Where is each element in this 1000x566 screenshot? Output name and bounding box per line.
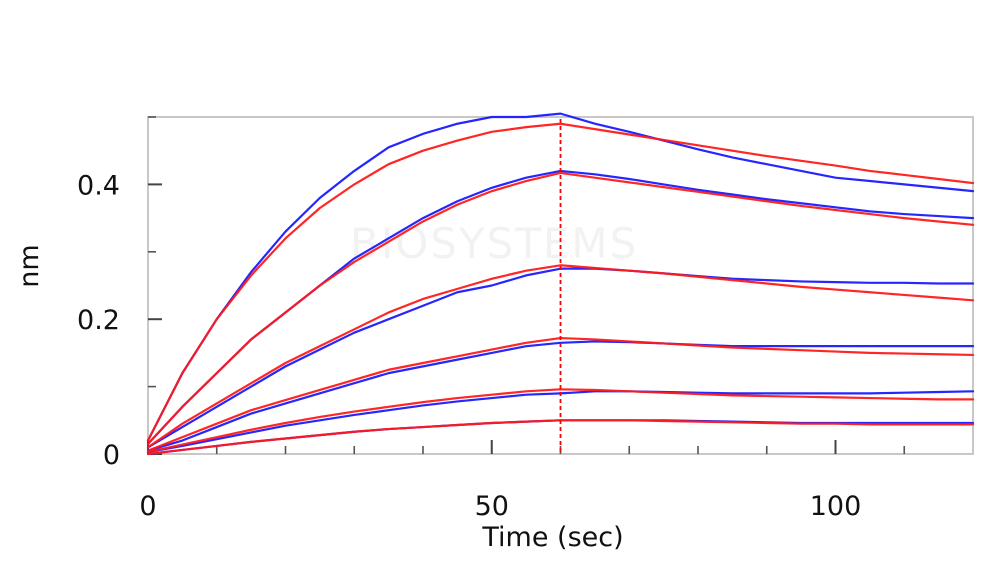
fit-curve-1: [146, 122, 975, 442]
x-tick-label: 50: [475, 491, 509, 522]
fit-curve-2: [146, 171, 975, 445]
y-tick-label: 0.4: [77, 170, 120, 201]
x-tick-label: 0: [139, 491, 156, 522]
measured-curve-1: [146, 112, 975, 442]
axis-ticks: [147, 116, 906, 455]
fit-curve-3: [146, 264, 975, 449]
x-tick-label: 100: [810, 491, 862, 522]
y-axis-label: nm: [14, 244, 45, 287]
axis-tick-labels: 0 0.2 0.4 0 50 100: [77, 170, 861, 522]
fit-curve-5: [146, 388, 975, 454]
watermark-layer: BIOSYSTEMS: [350, 219, 638, 268]
watermark-text: BIOSYSTEMS: [350, 219, 638, 268]
y-tick-label: 0: [103, 440, 120, 471]
x-axis-label: Time (sec): [481, 522, 623, 553]
measured-curve-4: [146, 340, 975, 452]
y-tick-label: 0.2: [77, 305, 120, 336]
